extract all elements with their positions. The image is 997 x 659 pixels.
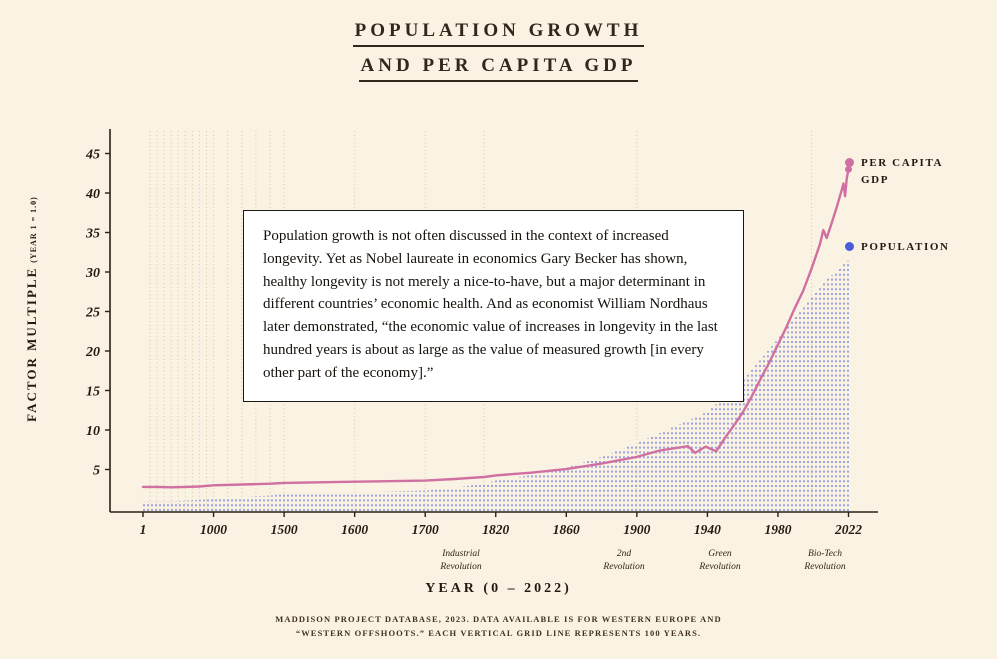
x-tick-label: 1980 [764, 522, 791, 537]
legend-label-population: POPULATION [861, 241, 950, 253]
x-tick-label: 1820 [482, 522, 509, 537]
y-tick-label: 25 [85, 306, 100, 321]
annotation-line: Bio-Tech [808, 549, 842, 559]
x-tick-label: 1600 [341, 522, 368, 537]
population-dot-icon [845, 242, 854, 251]
quote-text: Population growth is not often discussed… [263, 228, 718, 381]
annotation-line: Industrial [442, 549, 480, 559]
x-axis-title: YEAR (0 – 2022) [425, 581, 572, 596]
title-line-2: AND PER CAPITA GDP [358, 55, 639, 82]
gdp-dot-icon [845, 158, 854, 167]
annotation-industrial-revolution: Industrial Revolution [440, 548, 481, 574]
x-tick-label: 1000 [200, 522, 227, 537]
annotation-line: Revolution [699, 561, 741, 572]
annotation-2nd-revolution: 2nd Revolution [603, 548, 644, 574]
source-note-line-1: MADDISON PROJECT DATABASE, 2023. DATA AV… [275, 614, 722, 624]
y-axis-title: FACTOR MULTIPLE (YEAR 1 = 1.0) [23, 159, 41, 459]
annotation-green-revolution: Green Revolution [699, 548, 740, 574]
x-tick-label: 1500 [271, 522, 298, 537]
title-line-1: POPULATION GROWTH [352, 20, 645, 47]
annotation-line: Revolution [603, 561, 645, 572]
y-tick-label: 20 [85, 345, 100, 360]
legend-label-gdp: PER CAPITA GDP [861, 157, 943, 186]
annotation-line: Green [708, 549, 732, 559]
annotation-biotech-revolution: Bio-Tech Revolution [804, 548, 845, 574]
quote-box: Population growth is not often discussed… [243, 210, 744, 402]
source-note: MADDISON PROJECT DATABASE, 2023. DATA AV… [0, 613, 997, 640]
annotation-line: Revolution [440, 561, 482, 572]
y-tick-label: 35 [85, 227, 100, 242]
annotation-line: 2nd [616, 549, 632, 559]
y-axis-title-sub: (YEAR 1 = 1.0) [29, 196, 38, 263]
y-tick-labels: 5 10 15 20 25 30 35 40 45 [85, 148, 110, 479]
annotation-line: Revolution [804, 561, 846, 572]
x-tick-label: 1940 [694, 522, 721, 537]
x-tick-label: 1900 [623, 522, 650, 537]
gdp-line-end-marker [845, 165, 852, 173]
legend-item-per-capita-gdp: PER CAPITA GDP [845, 155, 960, 188]
y-axis-title-main: FACTOR MULTIPLE [24, 266, 39, 422]
legend-item-population: POPULATION [845, 239, 975, 256]
x-tick-label: 2022 [834, 522, 862, 537]
y-tick-label: 30 [85, 266, 100, 281]
y-tick-label: 45 [85, 148, 100, 163]
y-tick-label: 40 [85, 187, 100, 202]
x-tick-labels: 1 1000 1500 1600 1700 1820 1860 1900 1940 1980 202… [140, 512, 862, 537]
x-tick-label: 1 [140, 522, 147, 537]
x-tick-label: 1700 [412, 522, 439, 537]
y-tick-label: 10 [86, 424, 100, 439]
population-columns [143, 260, 849, 511]
y-tick-label: 15 [86, 385, 100, 400]
x-tick-label: 1860 [553, 522, 580, 537]
gdp-line [141, 165, 852, 489]
source-note-line-2: “WESTERN OFFSHOOTS.” EACH VERTICAL GRID … [295, 627, 702, 638]
page-title: POPULATION GROWTH AND PER CAPITA GDP [0, 20, 997, 90]
y-tick-label: 5 [93, 464, 100, 479]
